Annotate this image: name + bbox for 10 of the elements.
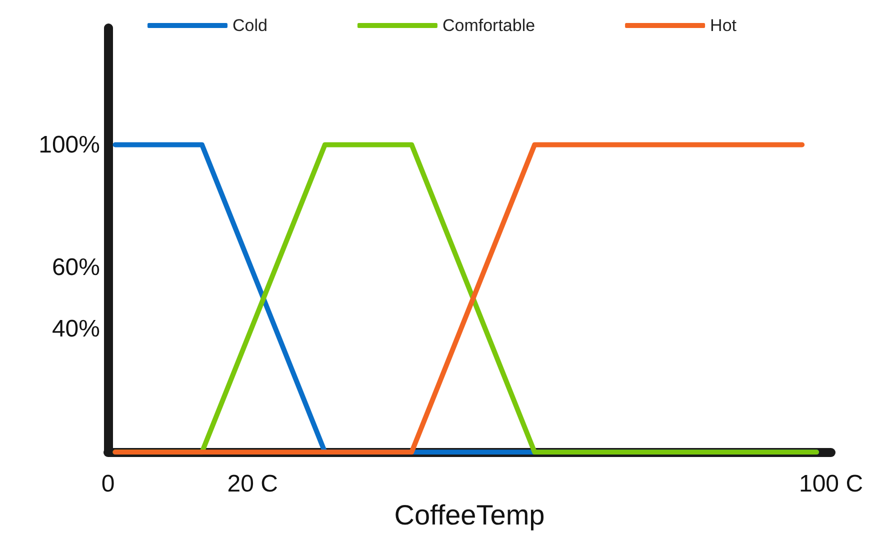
- x-tick-label: 0: [101, 470, 115, 498]
- legend-label: Cold: [232, 16, 268, 35]
- y-tick-label: 40%: [52, 316, 100, 343]
- x-tick-label: 20 C: [227, 470, 278, 498]
- y-tick-label: 100%: [38, 131, 100, 158]
- x-tick-label: 100 C: [798, 470, 864, 498]
- legend-label: Hot: [710, 16, 737, 35]
- legend-label: Comfortable: [442, 16, 536, 35]
- x-axis-title: CoffeeTemp: [394, 500, 545, 530]
- y-tick-label: 60%: [52, 254, 100, 282]
